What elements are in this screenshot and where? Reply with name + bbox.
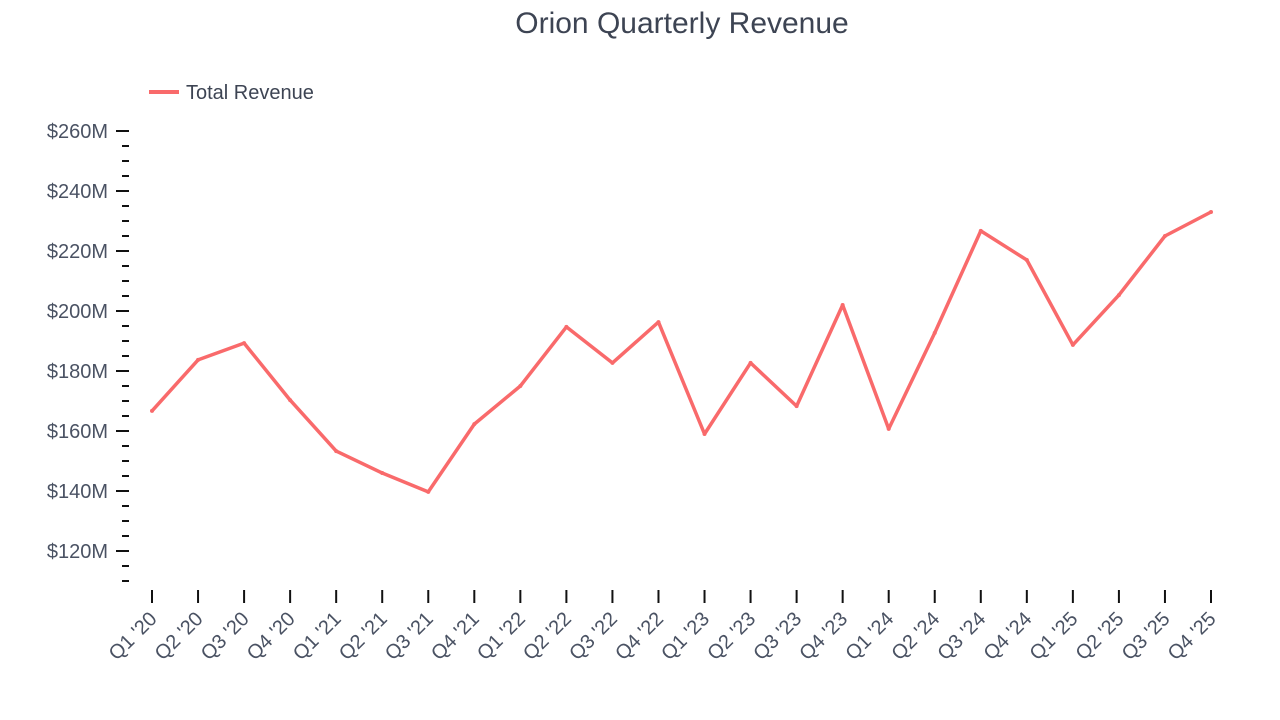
y-axis: $120M $140M $160M $180M $200M $220M $240M $260M [47, 121, 129, 582]
legend-label-total-revenue: Total Revenue [186, 82, 314, 104]
y-tick-label: $220M [47, 241, 108, 263]
x-tick-label: Q4 '21 [427, 608, 484, 665]
legend: Total Revenue [149, 82, 314, 104]
data-point [1209, 210, 1213, 214]
y-tick-label: $120M [47, 541, 108, 563]
data-point [1070, 342, 1075, 347]
data-point [1162, 234, 1167, 238]
x-tick-label: Q3 '25 [1118, 608, 1175, 665]
data-point [380, 471, 385, 475]
y-tick-label: $240M [47, 181, 108, 203]
data-point [656, 320, 661, 325]
x-tick-label: Q4 '22 [611, 608, 668, 665]
x-tick-label: Q2 '21 [335, 608, 392, 665]
x-tick-label: Q2 '24 [887, 608, 944, 665]
data-point [472, 422, 477, 427]
x-tick-label: Q3 '23 [749, 608, 806, 665]
x-tick-label: Q3 '22 [565, 608, 622, 665]
x-tick-label: Q1 '21 [289, 608, 346, 665]
series-total-revenue [150, 210, 1213, 494]
data-point [1116, 293, 1121, 298]
data-point [150, 408, 154, 413]
x-tick-label: Q1 '25 [1026, 608, 1083, 665]
x-tick-label: Q3 '24 [934, 608, 991, 665]
y-tick-label: $140M [47, 481, 108, 503]
data-point [702, 432, 707, 436]
data-point [610, 360, 615, 365]
x-tick-label: Q1 '20 [105, 608, 162, 665]
data-point [840, 303, 845, 307]
y-tick-label: $200M [47, 301, 108, 323]
data-point [886, 426, 891, 431]
data-point [1024, 258, 1029, 262]
x-tick-label: Q2 '25 [1072, 608, 1129, 665]
data-point [242, 341, 247, 346]
data-point [978, 228, 983, 233]
y-tick-label: $160M [47, 421, 108, 443]
data-point [426, 489, 431, 494]
data-point [196, 357, 201, 362]
x-tick-label: Q2 '20 [151, 608, 208, 665]
x-tick-label: Q2 '22 [519, 608, 576, 665]
data-point [932, 330, 937, 335]
x-tick-label: Q1 '22 [473, 608, 530, 665]
x-tick-label: Q2 '23 [703, 608, 760, 665]
data-point [748, 360, 753, 365]
y-tick-label: $260M [47, 121, 108, 143]
x-tick-label: Q4 '20 [243, 608, 300, 665]
data-point [288, 398, 293, 403]
series-line [150, 210, 1212, 494]
x-tick-label: Q4 '24 [980, 608, 1037, 665]
data-point [564, 324, 569, 329]
data-point [794, 404, 799, 409]
x-tick-label: Q1 '23 [657, 608, 714, 665]
x-tick-label: Q4 '25 [1164, 608, 1221, 665]
y-tick-label: $180M [47, 361, 108, 383]
x-tick-label: Q3 '20 [197, 608, 254, 665]
data-point [518, 384, 523, 388]
x-tick-label: Q4 '23 [795, 608, 852, 665]
x-tick-label: Q1 '24 [841, 608, 898, 665]
chart-title: Orion Quarterly Revenue [515, 7, 849, 40]
data-point [334, 449, 339, 454]
x-tick-label: Q3 '21 [381, 608, 438, 665]
